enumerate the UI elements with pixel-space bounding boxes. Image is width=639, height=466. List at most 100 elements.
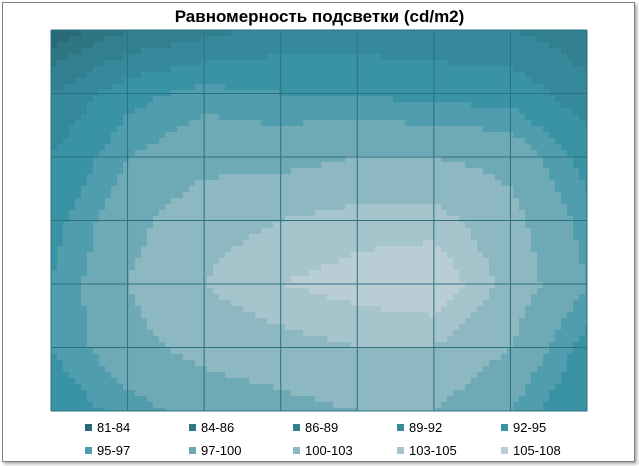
contour-cell-95-97: [273, 96, 280, 103]
contour-cell-97-100: [195, 168, 202, 175]
contour-cell-95-97: [357, 102, 364, 109]
contour-cell-103-105: [297, 216, 304, 223]
contour-cell-92-95: [267, 72, 274, 79]
contour-cell-95-97: [69, 276, 76, 283]
contour-cell-97-100: [579, 270, 586, 277]
contour-cell-95-97: [165, 96, 172, 103]
contour-cell-95-97: [579, 240, 586, 247]
contour-cell-100-103: [213, 186, 220, 193]
contour-cell-86-89: [225, 30, 232, 37]
contour-cell-92-95: [237, 60, 244, 67]
contour-cell-92-95: [87, 138, 94, 145]
contour-cell-97-100: [531, 300, 538, 307]
contour-cell-97-100: [105, 294, 112, 301]
contour-cell-95-97: [99, 174, 106, 181]
contour-cell-95-97: [585, 204, 588, 211]
contour-cell-100-103: [393, 198, 400, 205]
contour-cell-89-92: [447, 54, 454, 61]
contour-cell-97-100: [519, 144, 526, 151]
contour-cell-97-100: [435, 126, 442, 133]
contour-cell-103-105: [375, 240, 382, 247]
contour-cell-100-103: [435, 348, 442, 355]
contour-cell-89-92: [111, 78, 118, 85]
contour-cell-95-97: [465, 102, 472, 109]
contour-cell-95-97: [567, 162, 574, 169]
contour-cell-100-103: [489, 294, 496, 301]
contour-cell-95-97: [123, 126, 130, 133]
contour-cell-105-108: [423, 282, 430, 289]
contour-cell-92-95: [447, 72, 454, 79]
contour-cell-92-95: [69, 192, 76, 199]
contour-cell-92-95: [357, 84, 364, 91]
contour-cell-97-100: [555, 288, 562, 295]
contour-cell-89-92: [249, 30, 256, 37]
contour-cell-100-103: [189, 198, 196, 205]
contour-cell-86-89: [117, 42, 124, 49]
contour-cell-97-100: [579, 264, 586, 271]
contour-cell-92-95: [477, 84, 484, 91]
contour-cell-100-103: [243, 360, 250, 367]
contour-cell-100-103: [207, 252, 214, 259]
contour-cell-97-100: [567, 258, 574, 265]
contour-cell-95-97: [117, 150, 124, 157]
contour-cell-103-105: [225, 282, 232, 289]
contour-cell-103-105: [309, 324, 316, 331]
contour-cell-100-103: [315, 360, 322, 367]
contour-cell-92-95: [75, 150, 82, 157]
contour-cell-105-108: [435, 252, 442, 259]
contour-cell-105-108: [339, 282, 346, 289]
contour-cell-100-103: [219, 180, 226, 187]
contour-cell-100-103: [159, 282, 166, 289]
contour-cell-100-103: [477, 198, 484, 205]
contour-cell-89-92: [183, 48, 190, 55]
contour-cell-100-103: [489, 234, 496, 241]
contour-cell-95-97: [369, 108, 376, 115]
contour-cell-95-97: [93, 180, 100, 187]
contour-cell-89-92: [567, 60, 574, 67]
contour-cell-97-100: [417, 126, 424, 133]
contour-cell-105-108: [393, 276, 400, 283]
contour-cell-89-92: [537, 66, 544, 73]
contour-cell-92-95: [291, 60, 298, 67]
contour-cell-100-103: [477, 312, 484, 319]
contour-cell-89-92: [93, 72, 100, 79]
contour-cell-95-97: [87, 180, 94, 187]
contour-cell-97-100: [501, 180, 508, 187]
contour-cell-103-105: [267, 258, 274, 265]
contour-cell-100-103: [207, 348, 214, 355]
contour-cell-97-100: [183, 168, 190, 175]
contour-cell-105-108: [357, 294, 364, 301]
contour-cell-89-92: [105, 60, 112, 67]
contour-cell-100-103: [477, 192, 484, 199]
contour-cell-92-95: [549, 114, 556, 121]
contour-cell-81-84: [63, 30, 70, 37]
contour-cell-86-89: [165, 42, 172, 49]
contour-cell-92-95: [297, 66, 304, 73]
contour-cell-100-103: [417, 348, 424, 355]
contour-cell-103-105: [417, 204, 424, 211]
contour-cell-89-92: [315, 48, 322, 55]
contour-cell-95-97: [105, 150, 112, 157]
contour-cell-100-103: [495, 246, 502, 253]
contour-cell-100-103: [165, 258, 172, 265]
contour-cell-100-103: [423, 354, 430, 361]
contour-cell-95-97: [483, 126, 490, 133]
contour-cell-97-100: [93, 288, 100, 295]
contour-cell-105-108: [411, 258, 418, 265]
contour-cell-95-97: [549, 342, 556, 349]
contour-cell-97-100: [135, 360, 142, 367]
contour-cell-92-95: [555, 132, 562, 139]
contour-cell-100-103: [273, 180, 280, 187]
contour-cell-95-97: [561, 180, 568, 187]
contour-cell-89-92: [543, 66, 550, 73]
contour-cell-100-103: [159, 210, 166, 217]
contour-cell-95-97: [69, 300, 76, 307]
contour-cell-97-100: [99, 234, 106, 241]
contour-cell-95-97: [63, 294, 70, 301]
contour-cell-97-100: [549, 294, 556, 301]
contour-cell-89-92: [423, 54, 430, 61]
contour-cell-95-97: [495, 108, 502, 115]
contour-cell-100-103: [495, 342, 502, 349]
contour-cell-103-105: [345, 330, 352, 337]
contour-cell-100-103: [237, 318, 244, 325]
